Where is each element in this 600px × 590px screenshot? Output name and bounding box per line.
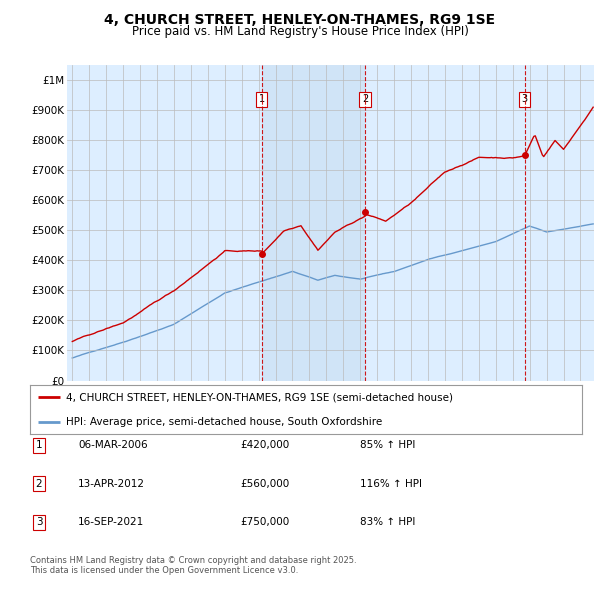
Text: 2: 2 [362,94,368,104]
Text: 1: 1 [259,94,265,104]
Text: 13-APR-2012: 13-APR-2012 [78,479,145,489]
Text: 3: 3 [521,94,528,104]
Text: Price paid vs. HM Land Registry's House Price Index (HPI): Price paid vs. HM Land Registry's House … [131,25,469,38]
Text: 2: 2 [35,479,43,489]
Text: £560,000: £560,000 [240,479,289,489]
Text: 4, CHURCH STREET, HENLEY-ON-THAMES, RG9 1SE (semi-detached house): 4, CHURCH STREET, HENLEY-ON-THAMES, RG9 … [66,392,453,402]
Text: 3: 3 [35,517,43,527]
Text: 16-SEP-2021: 16-SEP-2021 [78,517,144,527]
Bar [262,65,365,381]
Text: 83% ↑ HPI: 83% ↑ HPI [360,517,415,527]
Text: HPI: Average price, semi-detached house, South Oxfordshire: HPI: Average price, semi-detached house,… [66,417,382,427]
Text: 1: 1 [35,441,43,450]
Text: 4, CHURCH STREET, HENLEY-ON-THAMES, RG9 1SE: 4, CHURCH STREET, HENLEY-ON-THAMES, RG9 … [104,13,496,27]
Text: £420,000: £420,000 [240,441,289,450]
Text: £750,000: £750,000 [240,517,289,527]
Text: Contains HM Land Registry data © Crown copyright and database right 2025.
This d: Contains HM Land Registry data © Crown c… [30,556,356,575]
Text: 06-MAR-2006: 06-MAR-2006 [78,441,148,450]
Text: 116% ↑ HPI: 116% ↑ HPI [360,479,422,489]
Text: 85% ↑ HPI: 85% ↑ HPI [360,441,415,450]
